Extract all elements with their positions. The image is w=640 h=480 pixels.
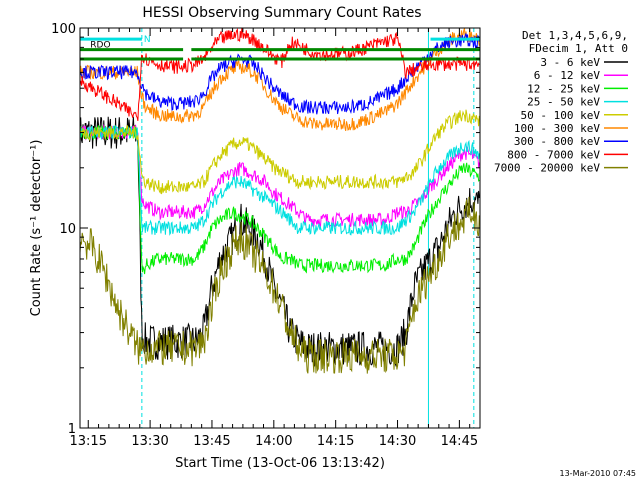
x-tick-label: 13:15	[70, 434, 107, 449]
n-flag-label: N	[144, 35, 151, 45]
x-tick-label: 14:15	[317, 434, 354, 449]
legend-entry-label: 6 - 12 keV	[534, 69, 601, 82]
series-line-4	[79, 109, 480, 195]
chart-title: HESSI Observing Summary Count Rates	[142, 5, 421, 21]
series-line-2	[79, 125, 480, 275]
legend-header-line: Det 1,3,4,5,6,9,	[522, 29, 628, 42]
legend-header-line: FDecim 1, Att 0	[529, 42, 628, 55]
plot-area: RDO N	[79, 27, 480, 428]
legend-entry-label: 7000 - 20000 keV	[494, 162, 600, 175]
series-line-5	[79, 28, 480, 132]
axis-ticks: 13:15 13:30 13:45 14:00 14:15 14:30 14:45 1 10 10…	[51, 22, 481, 449]
footer-date: 13-Mar-2010 07:45	[560, 469, 637, 478]
x-axis-label: Start Time (13-Oct-06 13:13:42)	[175, 456, 385, 471]
legend-entry-label: 50 - 100 keV	[521, 109, 601, 122]
legend-entry-label: 12 - 25 keV	[527, 82, 600, 95]
series-line-3	[79, 124, 480, 236]
y-tick-label: 100	[51, 22, 76, 37]
x-tick-label: 14:45	[441, 434, 478, 449]
rdo-flag-label: RDO	[90, 41, 110, 51]
x-tick-label: 13:30	[131, 434, 168, 449]
y-tick-label: 10	[59, 222, 76, 237]
legend: Det 1,3,4,5,6,9,FDecim 1, Att 03 - 6 keV…	[494, 29, 628, 175]
legend-entry-label: 300 - 800 keV	[514, 135, 600, 148]
legend-entry-label: 100 - 300 keV	[514, 122, 600, 135]
x-tick-label: 14:00	[255, 434, 292, 449]
legend-entry-label: 25 - 50 keV	[527, 96, 600, 109]
x-tick-label: 13:45	[193, 434, 230, 449]
y-tick-label: 1	[68, 422, 76, 437]
legend-entry-label: 800 - 7000 keV	[507, 148, 600, 161]
series-line-0	[79, 116, 480, 367]
x-tick-label: 14:30	[379, 434, 416, 449]
series-line-8	[79, 196, 480, 374]
series-line-1	[79, 123, 480, 228]
y-axis-label: Count Rate (s⁻¹ detector⁻¹)	[29, 140, 44, 317]
legend-entry-label: 3 - 6 keV	[540, 56, 600, 69]
